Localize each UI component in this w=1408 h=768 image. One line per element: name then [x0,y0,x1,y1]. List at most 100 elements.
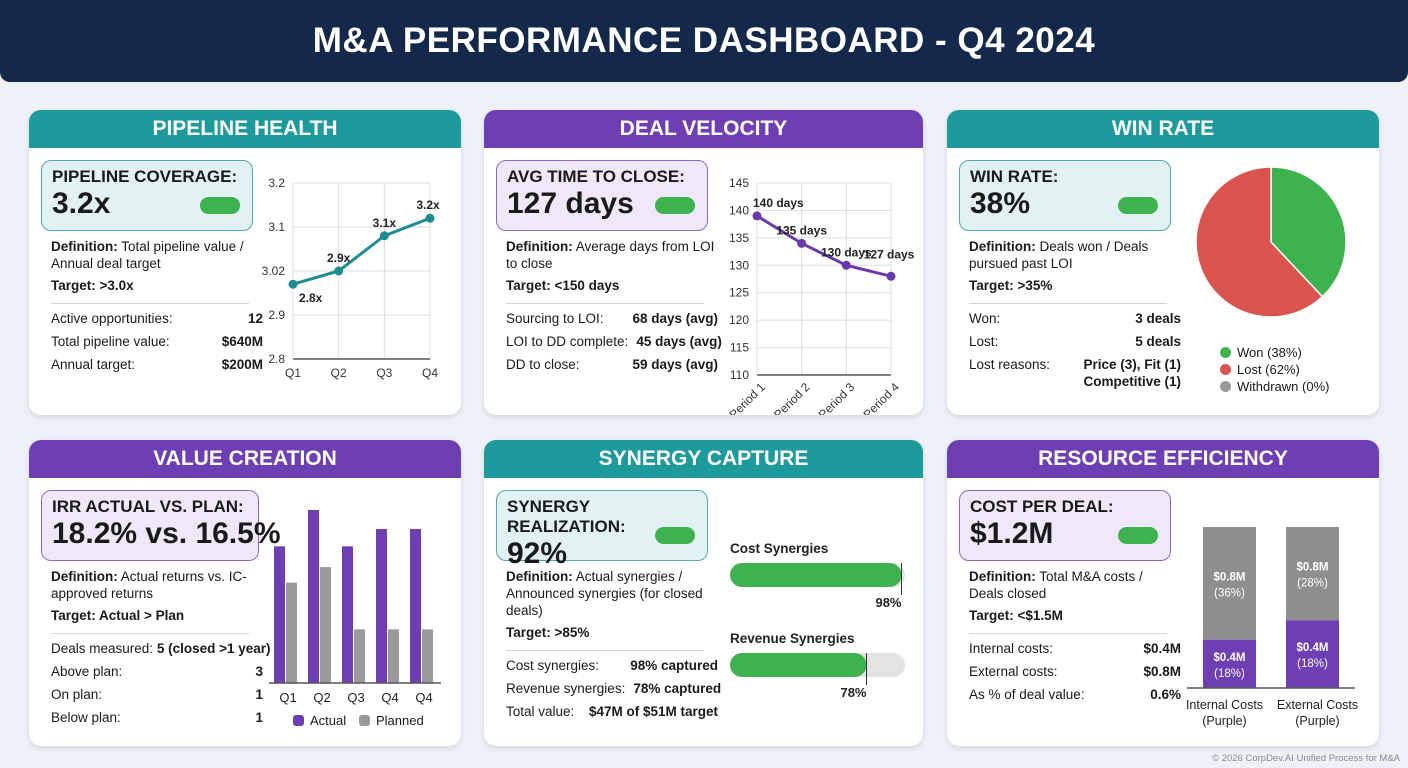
target-text: Target: >35% [969,278,1053,293]
data-label: 3.2x [416,198,440,212]
win-rate-pie-chart [1195,166,1347,318]
stat-label-text: Deals measured: [51,641,157,656]
stat-label: Cost synergies: [506,657,599,674]
metric-value: 127 days [507,187,634,220]
pipeline-header: PIPELINE HEALTH [29,110,461,148]
velocity-header: DEAL VELOCITY [484,110,923,148]
copyright-footer: © 2026 CorpDev.AI Unified Process for M&… [1212,753,1400,764]
progress-fill [730,563,902,587]
data-point [886,271,896,281]
stat-row: Total pipeline value: $640M [51,333,263,350]
stat-value-text: 3 [255,664,263,679]
definition-body: Average days from LOI to close [506,239,715,271]
status-indicator-green [1118,527,1158,544]
stat-value: 12 [248,310,263,327]
stat-value-text: 68 days (avg) [632,311,718,326]
stat-value-text: $47M of $51M target [588,704,718,719]
progress-fill [730,653,867,677]
y-tick-label: 140 [729,203,749,217]
stat-label: As % of deal value: [969,686,1085,703]
stat-value: 78% captured [633,680,721,697]
bar-category-sub: (Purple) [1295,714,1339,728]
bar-segment-purple [1286,620,1339,688]
bar-actual [274,546,285,683]
definition-body: Actual returns vs. IC-approved returns [51,569,247,601]
stat-label-text: Below plan: [51,710,121,725]
legend-item: Withdrawn (0%) [1220,379,1329,394]
bar-title: Revenue Synergies [730,631,855,646]
velocity-metric-box: AVG TIME TO CLOSE: 127 days [496,160,708,231]
definition-label: Definition: [506,569,573,584]
segment-value: $0.8M [1297,562,1329,574]
stat-label: Above plan: [51,663,122,680]
winrate-header: WIN RATE [947,110,1379,148]
stat-value: 1 [255,709,263,726]
stat-row: Above plan: 3 [51,663,263,680]
stat-value-text: $640M [221,334,263,349]
divider [51,303,249,304]
stat-row: On plan: 1 [51,686,263,703]
definition-body: Total pipeline value / Annual deal targe… [51,239,244,271]
target-text: Target: Actual > Plan [51,608,185,623]
definition-text: Definition: Deals won / Deals pursued pa… [969,238,1181,272]
bar-category-label: External Costs [1277,698,1358,712]
data-point [797,238,807,248]
y-tick-label: 130 [729,258,749,272]
stat-value-text: 1 [255,687,263,702]
bar-category-sub: (Purple) [1202,714,1246,728]
legend-item: Planned [359,713,424,728]
stat-value: $47M of $51M target [589,703,718,720]
segment-value: $0.8M [1214,571,1246,583]
x-tick-label: Q3 [347,690,364,705]
pie-slice [1270,166,1347,298]
stat-label-text: Lost reasons: [969,357,1051,372]
definition-text: Definition: Total pipeline value / Annua… [51,238,263,272]
stat-label: Active opportunities: [51,310,173,327]
stat-row: Cost synergies: 98% captured [506,657,718,674]
series-line [756,214,892,278]
data-label: 140 days [753,196,804,210]
y-tick-label: 3.1 [268,220,285,234]
data-point [752,211,762,221]
stat-label-text: Annual target: [51,357,136,372]
divider [506,650,704,651]
data-label: 3.1x [373,216,397,230]
stat-label-text: Revenue synergies: [506,681,626,696]
metric-label: COST PER DEAL: [970,497,1114,516]
stat-label-text: LOI to DD complete: [506,334,629,349]
stat-label-text: As % of deal value: [969,687,1085,702]
data-label: 130 days [821,245,872,259]
metric-label: AVG TIME TO CLOSE: [507,167,685,186]
win-rate-card: WIN RATE WIN RATE: 38% Definition: Deals wo… [947,110,1379,415]
status-indicator-green [200,197,240,214]
resource-metric-box: COST PER DEAL: $1.2M [959,490,1171,561]
stat-label-text: Total pipeline value: [51,334,170,349]
y-tick-label: 120 [729,313,749,327]
stat-row: External costs: $0.8M [969,663,1181,680]
bar-planned [286,582,297,683]
legend-swatch [1220,381,1231,392]
stat-value: 3 [255,663,263,680]
stat-value: 0.6% [1150,686,1181,703]
stat-label-text: External costs: [969,664,1058,679]
stat-value: $640M [222,333,263,350]
deal-velocity-card: DEAL VELOCITY AVG TIME TO CLOSE: 127 days D… [484,110,923,415]
y-tick-label: 2.9 [268,308,285,322]
definition-text: Definition: Actual returns vs. IC-approv… [51,568,263,602]
target-text: Target: >3.0x [51,278,134,293]
resource-efficiency-card: RESOURCE EFFICIENCY COST PER DEAL: $1.2M De… [947,440,1379,746]
divider [969,633,1167,634]
definition-label: Definition: [51,239,118,254]
stat-label: Lost reasons: [969,356,1050,390]
status-indicator-green [655,197,695,214]
stat-row: Active opportunities: 12 [51,310,263,327]
resource-details: Definition: Total M&A costs / Deals clos… [969,568,1181,709]
bar-actual [308,510,319,683]
definition-label: Definition: [506,239,573,254]
legend-swatch [1220,347,1231,358]
stat-value-text: 5 deals [1135,334,1181,349]
resource-header: RESOURCE EFFICIENCY [947,440,1379,478]
legend-swatch [293,715,304,726]
synergy-details: Definition: Actual synergies / Announced… [506,568,721,726]
bar-segment-gray [1203,527,1256,640]
